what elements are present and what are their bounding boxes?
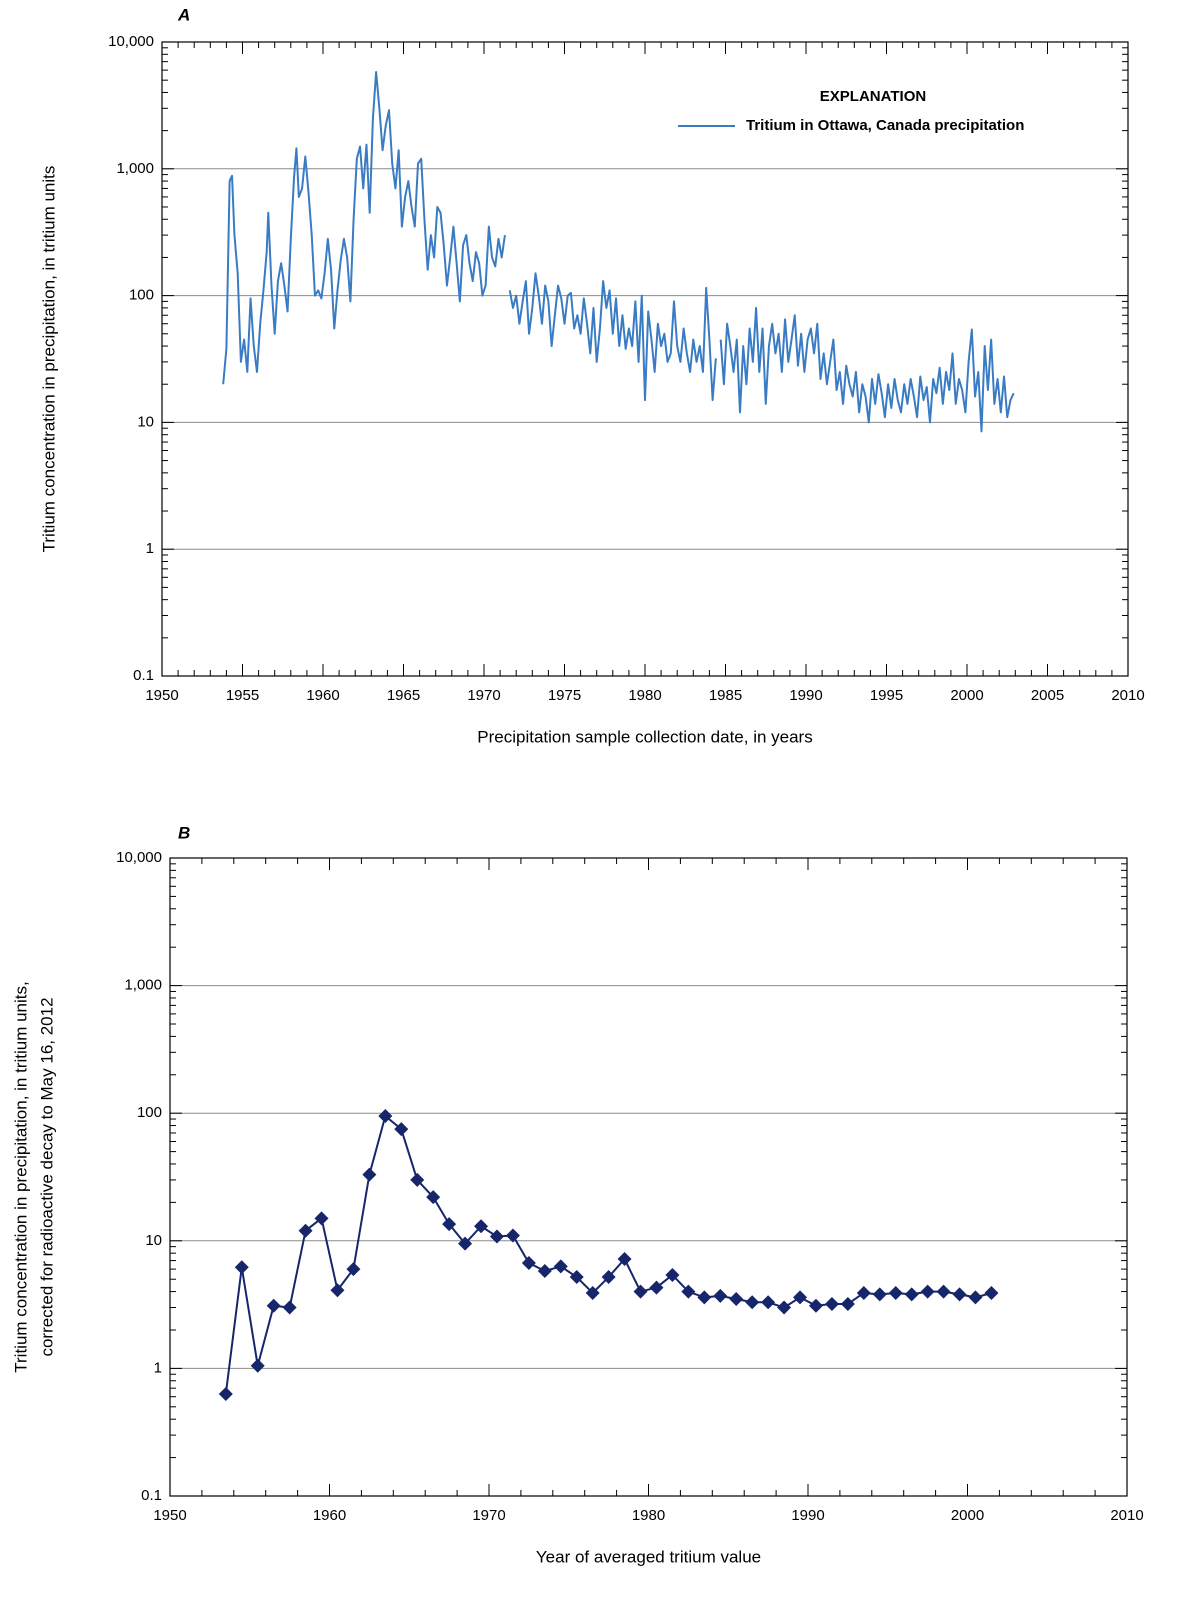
y-tick-label: 1 bbox=[146, 540, 154, 557]
x-tick-label: 1990 bbox=[789, 687, 822, 704]
data-point bbox=[601, 1270, 616, 1285]
data-point bbox=[840, 1296, 855, 1311]
data-point bbox=[250, 1358, 265, 1373]
legend-label: Tritium in Ottawa, Canada precipitation bbox=[746, 117, 1024, 134]
x-tick-label: 1960 bbox=[306, 687, 339, 704]
data-point bbox=[330, 1283, 345, 1298]
chart-panel: A 0.1 1 10 100 1,000 10,000 1950 1955 1960 1965 197… bbox=[39, 5, 1144, 746]
y-tick-label: 10,000 bbox=[116, 849, 162, 866]
data-point bbox=[569, 1270, 584, 1285]
data-point bbox=[521, 1255, 536, 1270]
data-point bbox=[649, 1280, 664, 1295]
x-axis-title: Precipitation sample collection date, in… bbox=[477, 727, 812, 746]
x-tick-label: 2010 bbox=[1110, 1507, 1143, 1524]
data-point bbox=[553, 1259, 568, 1274]
data-point bbox=[808, 1298, 823, 1313]
y-axis-title: corrected for radioactive decay to May 1… bbox=[37, 997, 56, 1356]
x-tick-label: 1975 bbox=[548, 687, 581, 704]
data-point bbox=[633, 1284, 648, 1299]
data-point bbox=[920, 1284, 935, 1299]
x-tick-label: 1955 bbox=[226, 687, 259, 704]
data-point bbox=[681, 1284, 696, 1299]
data-point bbox=[793, 1290, 808, 1305]
y-tick-label: 10,000 bbox=[108, 33, 154, 50]
data-point bbox=[665, 1267, 680, 1282]
y-tick-label: 10 bbox=[145, 1232, 162, 1249]
data-point bbox=[282, 1300, 297, 1315]
data-point bbox=[697, 1290, 712, 1305]
data-line bbox=[224, 1115, 992, 1395]
data-point bbox=[761, 1295, 776, 1310]
y-tick-label: 1,000 bbox=[124, 977, 162, 994]
data-point bbox=[474, 1219, 489, 1234]
data-line bbox=[222, 71, 1015, 433]
data-point bbox=[378, 1109, 393, 1124]
data-point bbox=[298, 1223, 313, 1238]
plot-frame bbox=[161, 41, 1129, 677]
y-tick-label: 100 bbox=[129, 287, 154, 304]
x-axis-title: Year of averaged tritium value bbox=[536, 1547, 761, 1566]
x-tick-label: 2000 bbox=[950, 687, 983, 704]
plot-frame bbox=[169, 857, 1128, 1497]
y-tick-label: 0.1 bbox=[133, 667, 154, 684]
y-tick-label: 100 bbox=[137, 1104, 162, 1121]
data-point bbox=[872, 1287, 887, 1302]
data-point bbox=[888, 1285, 903, 1300]
data-point bbox=[617, 1252, 632, 1267]
data-point bbox=[410, 1172, 425, 1187]
x-tick-label: 1950 bbox=[153, 1507, 186, 1524]
x-tick-label: 1985 bbox=[709, 687, 742, 704]
data-point bbox=[904, 1287, 919, 1302]
y-tick-label: 0.1 bbox=[141, 1487, 162, 1504]
data-point bbox=[537, 1263, 552, 1278]
data-point bbox=[984, 1285, 999, 1300]
y-tick-label: 10 bbox=[137, 413, 154, 430]
data-point bbox=[362, 1167, 377, 1182]
data-point bbox=[968, 1290, 983, 1305]
x-tick-label: 1970 bbox=[467, 687, 500, 704]
data-point bbox=[585, 1285, 600, 1300]
y-axis-title: Tritium concentration in precipitation, … bbox=[11, 981, 30, 1372]
x-tick-label: 1960 bbox=[313, 1507, 346, 1524]
y-axis-title: Tritium concentration in precipitation, … bbox=[39, 166, 58, 553]
data-point bbox=[505, 1228, 520, 1243]
y-tick-label: 1 bbox=[154, 1359, 162, 1376]
x-tick-label: 1950 bbox=[145, 687, 178, 704]
data-point bbox=[426, 1190, 441, 1205]
panel-label: B bbox=[178, 823, 190, 842]
x-tick-label: 1980 bbox=[632, 1507, 665, 1524]
x-tick-label: 1970 bbox=[472, 1507, 505, 1524]
data-point bbox=[442, 1217, 457, 1232]
data-point bbox=[489, 1229, 504, 1244]
data-point bbox=[936, 1284, 951, 1299]
data-point bbox=[394, 1122, 409, 1137]
data-point bbox=[952, 1287, 967, 1302]
legend-title: EXPLANATION bbox=[820, 88, 926, 105]
data-point bbox=[729, 1291, 744, 1306]
chart-panel: B 0.1 1 10 100 1,000 10,000 1950 1960 1970 1980 199… bbox=[11, 823, 1143, 1566]
data-point bbox=[218, 1387, 233, 1402]
data-point bbox=[777, 1300, 792, 1315]
x-tick-label: 2005 bbox=[1031, 687, 1064, 704]
x-tick-label: 1990 bbox=[791, 1507, 824, 1524]
x-tick-label: 1995 bbox=[870, 687, 903, 704]
panel-label: A bbox=[177, 5, 190, 24]
data-point bbox=[346, 1262, 361, 1277]
x-tick-label: 1980 bbox=[628, 687, 661, 704]
x-tick-label: 1965 bbox=[387, 687, 420, 704]
x-tick-label: 2000 bbox=[951, 1507, 984, 1524]
data-point bbox=[745, 1295, 760, 1310]
data-point bbox=[314, 1211, 329, 1226]
data-point bbox=[234, 1260, 249, 1275]
y-tick-label: 1,000 bbox=[116, 160, 154, 177]
data-point bbox=[458, 1236, 473, 1251]
data-point bbox=[713, 1288, 728, 1303]
data-point bbox=[856, 1285, 871, 1300]
x-tick-label: 2010 bbox=[1111, 687, 1144, 704]
data-point bbox=[266, 1298, 281, 1313]
data-point bbox=[824, 1296, 839, 1311]
